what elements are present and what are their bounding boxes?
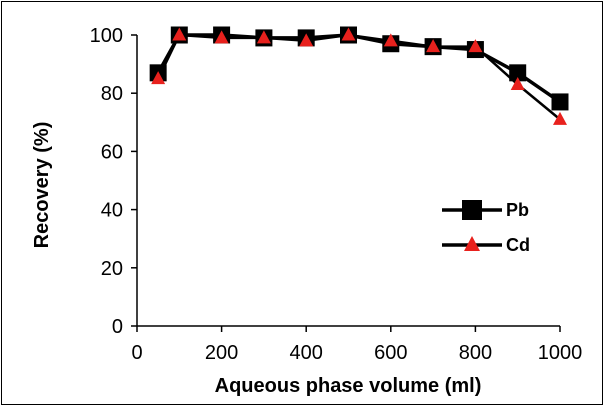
y-tick-label: 60: [101, 141, 123, 163]
data-point-cd: [341, 27, 356, 41]
data-point-cd: [172, 27, 187, 41]
axes: [136, 35, 560, 327]
data-point-cd: [553, 111, 567, 125]
x-tick-label: 800: [459, 342, 492, 364]
x-tick-label: 400: [290, 342, 323, 364]
data-point-cd: [510, 76, 525, 90]
data-point-pb: [509, 64, 527, 82]
y-tick-label: 40: [101, 200, 123, 222]
legend: Pb Cd: [442, 200, 530, 255]
data-point-pb: [551, 93, 569, 111]
legend-marker-pb: [462, 200, 482, 220]
legend-label-pb: Pb: [506, 200, 529, 220]
legend-item-cd: Cd: [442, 235, 530, 255]
data-point-cd: [426, 39, 441, 53]
data-point-cd: [383, 33, 398, 47]
legend-marker-cd: [464, 236, 480, 251]
data-point-cd: [151, 71, 166, 85]
data-point-cd: [256, 30, 271, 44]
y-tick-label: 100: [90, 25, 123, 47]
legend-item-pb: Pb: [442, 200, 529, 220]
series-line-cd: [157, 33, 561, 121]
x-tick-label: 1000: [538, 342, 583, 364]
y-axis-title: Recovery (%): [31, 122, 53, 249]
data-point-cd: [214, 30, 229, 44]
x-tick-label: 200: [205, 342, 238, 364]
y-tick-label: 0: [112, 316, 123, 338]
x-tick-label: 600: [374, 342, 407, 364]
y-tick-label: 80: [101, 83, 123, 105]
y-tick-label: 20: [101, 258, 123, 280]
series-layer: [149, 26, 569, 125]
data-point-cd: [299, 33, 314, 47]
x-axis-title: Aqueous phase volume (ml): [215, 375, 482, 397]
data-point-cd: [468, 39, 483, 53]
x-tick-label: 0: [131, 342, 142, 364]
legend-label-cd: Cd: [506, 235, 530, 255]
